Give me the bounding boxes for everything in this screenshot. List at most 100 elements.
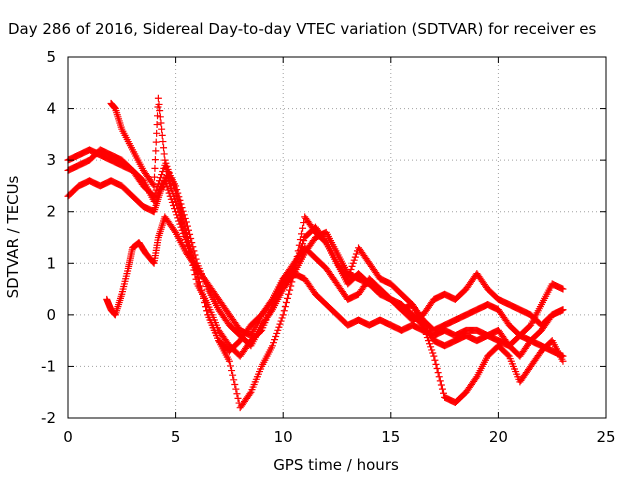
x-tick-label: 20 xyxy=(489,428,508,446)
data-point-plus xyxy=(295,241,303,249)
data-point-plus xyxy=(299,224,307,232)
data-point-plus xyxy=(171,227,179,235)
y-tick-label: 5 xyxy=(46,48,56,66)
data-point-plus xyxy=(287,282,295,290)
data-point-plus xyxy=(472,374,480,382)
data-point-plus xyxy=(280,307,288,315)
grid xyxy=(68,57,606,418)
data-point-plus xyxy=(162,180,170,188)
data-point-plus xyxy=(172,187,180,195)
x-tick-label: 10 xyxy=(274,428,293,446)
data-point-plus xyxy=(177,223,185,231)
data-point-plus xyxy=(297,230,305,238)
data-point-plus xyxy=(423,334,431,342)
data-point-plus xyxy=(202,303,210,311)
data-point-plus xyxy=(279,311,287,319)
data-point-plus xyxy=(149,180,157,188)
data-point-plus xyxy=(267,307,275,315)
y-tick-label: 2 xyxy=(46,203,56,221)
y-tick-label: 3 xyxy=(46,151,56,169)
data-point-plus xyxy=(348,262,356,270)
data-point-plus xyxy=(166,172,174,180)
data-point-plus xyxy=(285,290,293,298)
data-point-plus xyxy=(182,228,190,236)
series-track-3 xyxy=(64,146,567,360)
data-point-plus xyxy=(173,191,181,199)
data-point-plus xyxy=(504,351,512,359)
data-point-plus xyxy=(277,317,285,325)
data-point-plus xyxy=(420,324,428,332)
data-point-plus xyxy=(284,294,292,302)
y-tick-label: 1 xyxy=(46,254,56,272)
plot-frame xyxy=(67,56,607,419)
data-point-plus xyxy=(168,198,176,206)
data-point-plus xyxy=(438,385,446,393)
data-point-plus xyxy=(169,181,177,189)
y-tick-label: -1 xyxy=(41,357,56,375)
data-point-plus xyxy=(282,298,290,306)
data-point-plus xyxy=(268,342,276,350)
y-axis-title: SDTVAR / TECUs xyxy=(4,175,22,298)
data-point-plus xyxy=(186,241,194,249)
data-point-plus xyxy=(203,307,211,315)
data-point-plus xyxy=(271,336,279,344)
data-point-plus xyxy=(165,189,173,197)
y-tick-label: 0 xyxy=(46,306,56,324)
data-point-plus xyxy=(351,253,359,261)
data-point-plus xyxy=(162,159,170,167)
data-point-plus xyxy=(154,94,162,102)
data-point-plus xyxy=(175,217,183,225)
data-point-plus xyxy=(346,269,354,277)
data-point-plus xyxy=(174,214,182,222)
data-point-plus xyxy=(171,205,179,213)
data-point-plus xyxy=(288,278,296,286)
x-axis-title: GPS time / hours xyxy=(273,456,399,474)
data-point-plus xyxy=(166,192,174,200)
data-point-plus xyxy=(159,138,167,146)
data-point-plus xyxy=(225,357,233,365)
data-point-plus xyxy=(232,385,240,393)
data-point-plus xyxy=(157,119,165,127)
data-point-plus xyxy=(422,330,430,338)
data-point-plus xyxy=(272,333,280,341)
data-point-plus xyxy=(300,237,308,245)
data-point-plus xyxy=(167,195,175,203)
data-point-plus xyxy=(160,150,168,158)
data-point-plus xyxy=(151,164,159,172)
data-point-plus xyxy=(176,204,184,212)
data-point-plus xyxy=(150,182,158,190)
data-point-plus xyxy=(156,107,164,115)
data-point-plus xyxy=(201,298,209,306)
data-point-plus xyxy=(163,183,171,191)
data-point-plus xyxy=(432,360,440,368)
data-point-plus xyxy=(270,339,278,347)
data-point-plus xyxy=(433,364,441,372)
data-point-plus xyxy=(296,236,304,244)
data-point-plus xyxy=(231,380,239,388)
series-track-4 xyxy=(107,94,567,412)
data-point-plus xyxy=(151,156,159,164)
data-point-plus xyxy=(281,303,289,311)
data-point-plus xyxy=(421,327,429,335)
data-point-plus xyxy=(197,286,205,294)
data-point-plus xyxy=(177,208,185,216)
data-point-plus xyxy=(168,178,176,186)
data-point-plus xyxy=(426,340,434,348)
data-point-plus xyxy=(181,224,189,232)
data-point-plus xyxy=(167,175,175,183)
data-point-plus xyxy=(286,286,294,294)
data-point-plus xyxy=(163,162,171,170)
data-point-plus xyxy=(424,337,432,345)
data-point-plus xyxy=(153,121,161,129)
data-point-plus xyxy=(267,297,275,305)
data-point-plus xyxy=(160,144,168,152)
data-point-plus xyxy=(419,321,427,329)
x-tick-label: 0 xyxy=(63,428,73,446)
data-point-plus xyxy=(180,220,188,228)
data-point-plus xyxy=(345,272,353,280)
data-point-plus xyxy=(229,371,237,379)
data-point-plus xyxy=(178,212,186,220)
data-point-plus xyxy=(436,377,444,385)
data-point-plus xyxy=(195,278,203,286)
